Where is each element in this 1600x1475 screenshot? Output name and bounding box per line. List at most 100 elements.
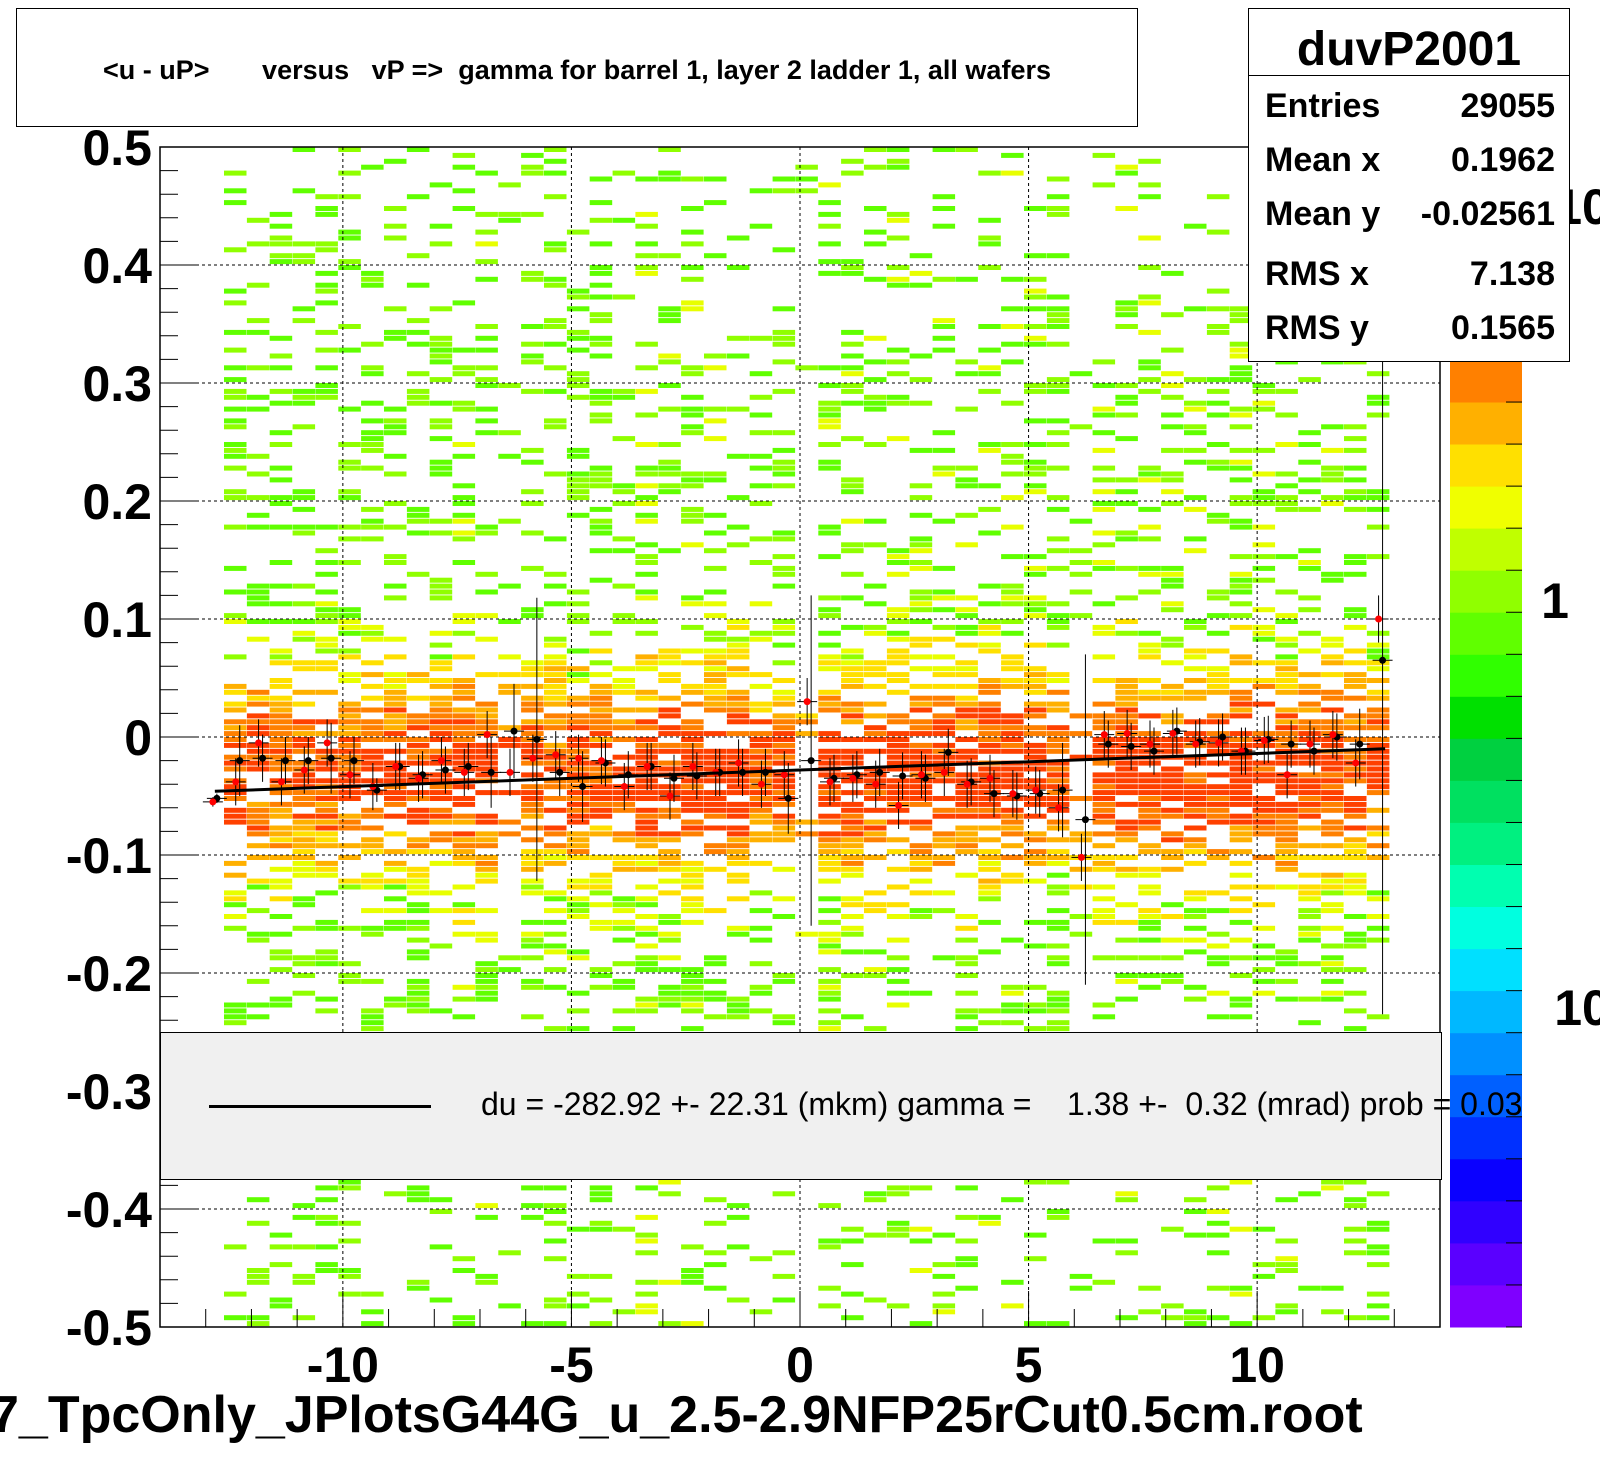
heatmap-cell: [338, 855, 361, 860]
heatmap-cell: [246, 689, 270, 695]
heatmap-cell: [224, 453, 247, 459]
heatmap-cell: [1344, 931, 1367, 937]
heatmap-cell: [658, 742, 681, 748]
heatmap-cell: [521, 683, 544, 689]
heatmap-cell: [475, 1203, 498, 1209]
heatmap-cell: [704, 707, 727, 713]
heatmap-cell: [1229, 571, 1253, 577]
profile-points: [202, 306, 1393, 1015]
heatmap-cell: [1001, 654, 1024, 660]
heatmap-cell: [589, 341, 613, 347]
heatmap-cell: [955, 925, 978, 931]
heatmap-cell: [1001, 341, 1024, 347]
heatmap-cell: [658, 353, 681, 359]
heatmap-cell: [818, 241, 841, 247]
heatmap-cell: [864, 825, 887, 831]
heatmap-cell: [818, 908, 841, 914]
heatmap-cell: [269, 955, 293, 961]
heatmap-cell: [475, 866, 498, 872]
heatmap-cell: [521, 1321, 544, 1327]
heatmap-cell: [384, 707, 407, 713]
heatmap-cell: [726, 495, 750, 501]
heatmap-cell: [886, 158, 910, 164]
heatmap-cell: [841, 270, 864, 276]
heatmap-cell: [726, 837, 750, 843]
heatmap-cell: [818, 896, 841, 902]
heatmap-cell: [1001, 742, 1024, 748]
heatmap-cell: [292, 188, 316, 194]
heatmap-cell: [704, 695, 727, 701]
heatmap-cell: [1138, 819, 1161, 825]
heatmap-cell: [475, 383, 498, 388]
heatmap-cell: [1161, 577, 1184, 583]
heatmap-cell: [886, 1232, 910, 1238]
heatmap-cell: [338, 465, 361, 471]
heatmap-cell: [1298, 430, 1321, 436]
heatmap-cell: [384, 554, 407, 560]
heatmap-cell: [338, 843, 361, 849]
heatmap-cell: [635, 831, 658, 837]
heatmap-cell: [292, 973, 316, 978]
heatmap-cell: [1366, 495, 1390, 501]
heatmap-cell: [315, 813, 338, 819]
heatmap-cell: [658, 1179, 681, 1185]
heatmap-cell: [224, 890, 247, 896]
profile-point: [1009, 790, 1017, 798]
heatmap-cell: [932, 595, 956, 601]
heatmap-cell: [818, 1238, 841, 1244]
heatmap-cell: [292, 961, 316, 967]
file-name-label: 7_TpcOnly_JPlotsG44G_u_2.5-2.9NFP25rCut0…: [0, 1386, 1363, 1444]
heatmap-cell: [841, 737, 864, 742]
heatmap-cell: [1115, 778, 1138, 784]
heatmap-cell: [292, 837, 316, 843]
heatmap-cell: [749, 748, 773, 754]
heatmap-cell: [1115, 595, 1138, 601]
heatmap-cell: [384, 884, 407, 890]
heatmap-cell: [544, 654, 567, 660]
heatmap-cell: [864, 229, 887, 235]
heatmap-cell: [681, 784, 704, 790]
heatmap-cell: [566, 371, 590, 377]
heatmap-cell: [886, 554, 910, 560]
heatmap-cell: [1161, 807, 1184, 813]
heatmap-cell: [544, 247, 567, 253]
heatmap-cell: [361, 778, 384, 784]
heatmap-cell: [681, 229, 704, 235]
heatmap-cell: [338, 560, 361, 565]
heatmap-cell: [1024, 713, 1047, 719]
heatmap-cell: [864, 377, 887, 383]
profile-point: [209, 798, 217, 806]
heatmap-cell: [795, 819, 818, 825]
heatmap-cell: [978, 807, 1001, 813]
heatmap-cell: [384, 501, 407, 506]
heatmap-cell: [544, 1238, 567, 1244]
heatmap-cell: [1024, 672, 1047, 678]
profile-point: [277, 778, 285, 786]
heatmap-cell: [224, 406, 247, 412]
heatmap-cell: [566, 1026, 590, 1032]
heatmap-cell: [452, 300, 476, 306]
heatmap-cell: [955, 813, 978, 819]
heatmap-cell: [1138, 772, 1161, 778]
heatmap-cell: [909, 565, 933, 571]
heatmap-cell: [864, 855, 887, 860]
heatmap-cell: [955, 1256, 978, 1262]
heatmap-cell: [384, 701, 407, 707]
heatmap-cell: [384, 678, 407, 683]
heatmap-cell: [1161, 1315, 1184, 1321]
heatmap-cell: [612, 689, 636, 695]
heatmap-cell: [1024, 707, 1047, 713]
heatmap-cell: [292, 902, 316, 908]
heatmap-cell: [841, 719, 864, 725]
heatmap-cell: [1184, 813, 1207, 819]
heatmap-cell: [1115, 683, 1138, 689]
heatmap-cell: [1275, 737, 1298, 742]
heatmap-cell: [1229, 624, 1253, 630]
heatmap-cell: [361, 843, 384, 849]
heatmap-cell: [224, 731, 247, 737]
heatmap-cell: [1001, 630, 1024, 636]
profile-point: [1169, 729, 1177, 737]
heatmap-cell: [338, 1238, 361, 1244]
heatmap-cell: [1024, 748, 1047, 754]
heatmap-cell: [955, 666, 978, 672]
